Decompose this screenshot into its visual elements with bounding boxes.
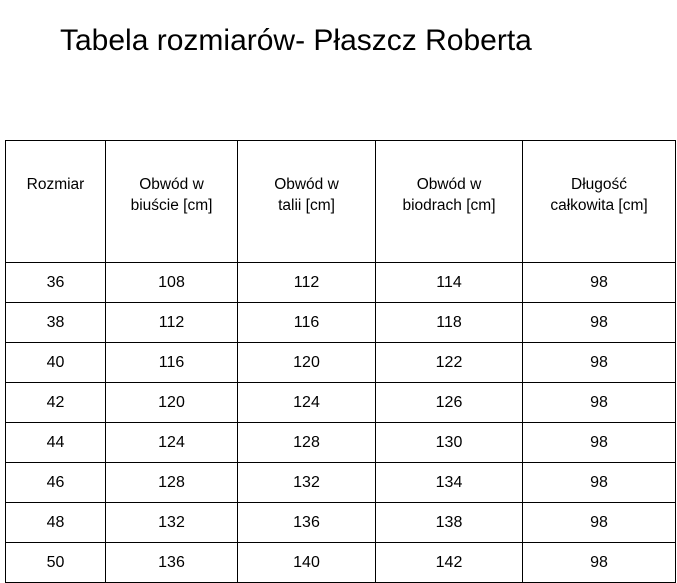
table-cell: 46 (5, 462, 106, 503)
table-cell: 132 (237, 462, 376, 503)
table-cell: 114 (375, 262, 523, 303)
table-cell: 136 (237, 502, 376, 543)
table-cell: 142 (375, 542, 523, 583)
header-row: Rozmiar Obwód w biuście [cm] Obwód w talii [… (5, 140, 676, 263)
table-cell: 112 (237, 262, 376, 303)
table-row: 42 120 124 126 98 (5, 382, 676, 423)
column-header: Długość całkowita [cm] (522, 140, 676, 263)
table-cell: 140 (237, 542, 376, 583)
column-header: Obwód w biuście [cm] (105, 140, 238, 263)
table-cell: 98 (522, 382, 676, 423)
table-cell: 98 (522, 502, 676, 543)
header-text: Długość (571, 176, 627, 193)
table-cell: 42 (5, 382, 106, 423)
column-header: Rozmiar (5, 140, 106, 263)
table-cell: 98 (522, 422, 676, 463)
table-row: 48 132 136 138 98 (5, 502, 676, 543)
table-cell: 50 (5, 542, 106, 583)
table-cell: 98 (522, 342, 676, 383)
header-text: Obwód w (416, 176, 482, 193)
table-cell: 128 (105, 462, 238, 503)
table-row: 44 124 128 130 98 (5, 422, 676, 463)
table-cell: 138 (375, 502, 523, 543)
column-header: Obwód w talii [cm] (237, 140, 376, 263)
table-cell: 136 (105, 542, 238, 583)
table-cell: 38 (5, 302, 106, 343)
table-cell: 124 (237, 382, 376, 423)
table-cell: 112 (105, 302, 238, 343)
table-cell: 116 (237, 302, 376, 343)
header-text: biodrach [cm] (402, 197, 496, 214)
table-cell: 130 (375, 422, 523, 463)
table-row: 38 112 116 118 98 (5, 302, 676, 343)
table-cell: 120 (237, 342, 376, 383)
table-cell: 40 (5, 342, 106, 383)
table-cell: 98 (522, 302, 676, 343)
table-row: 50 136 140 142 98 (5, 542, 676, 583)
table-cell: 122 (375, 342, 523, 383)
size-table: Rozmiar Obwód w biuście [cm] Obwód w talii [… (5, 140, 676, 583)
table-row: 36 108 112 114 98 (5, 262, 676, 303)
table-cell: 98 (522, 462, 676, 503)
table-row: 46 128 132 134 98 (5, 462, 676, 503)
table-cell: 116 (105, 342, 238, 383)
table-cell: 126 (375, 382, 523, 423)
table-cell: 132 (105, 502, 238, 543)
header-text: całkowita [cm] (550, 197, 648, 214)
table-cell: 120 (105, 382, 238, 423)
table-cell: 98 (522, 262, 676, 303)
table-cell: 124 (105, 422, 238, 463)
table-cell: 108 (105, 262, 238, 303)
column-header: Obwód w biodrach [cm] (375, 140, 523, 263)
header-text: Obwód w (274, 176, 339, 193)
table-cell: 44 (5, 422, 106, 463)
header-text: Rozmiar (26, 176, 85, 193)
page-title: Tabela rozmiarów- Płaszcz Roberta (60, 24, 532, 57)
header-text: Obwód w (139, 176, 204, 193)
table-cell: 48 (5, 502, 106, 543)
table-cell: 36 (5, 262, 106, 303)
table-cell: 134 (375, 462, 523, 503)
table-cell: 118 (375, 302, 523, 343)
table-cell: 128 (237, 422, 376, 463)
header-text: biuście [cm] (130, 197, 213, 214)
header-text: talii [cm] (278, 197, 335, 214)
table-row: 40 116 120 122 98 (5, 342, 676, 383)
table-cell: 98 (522, 542, 676, 583)
